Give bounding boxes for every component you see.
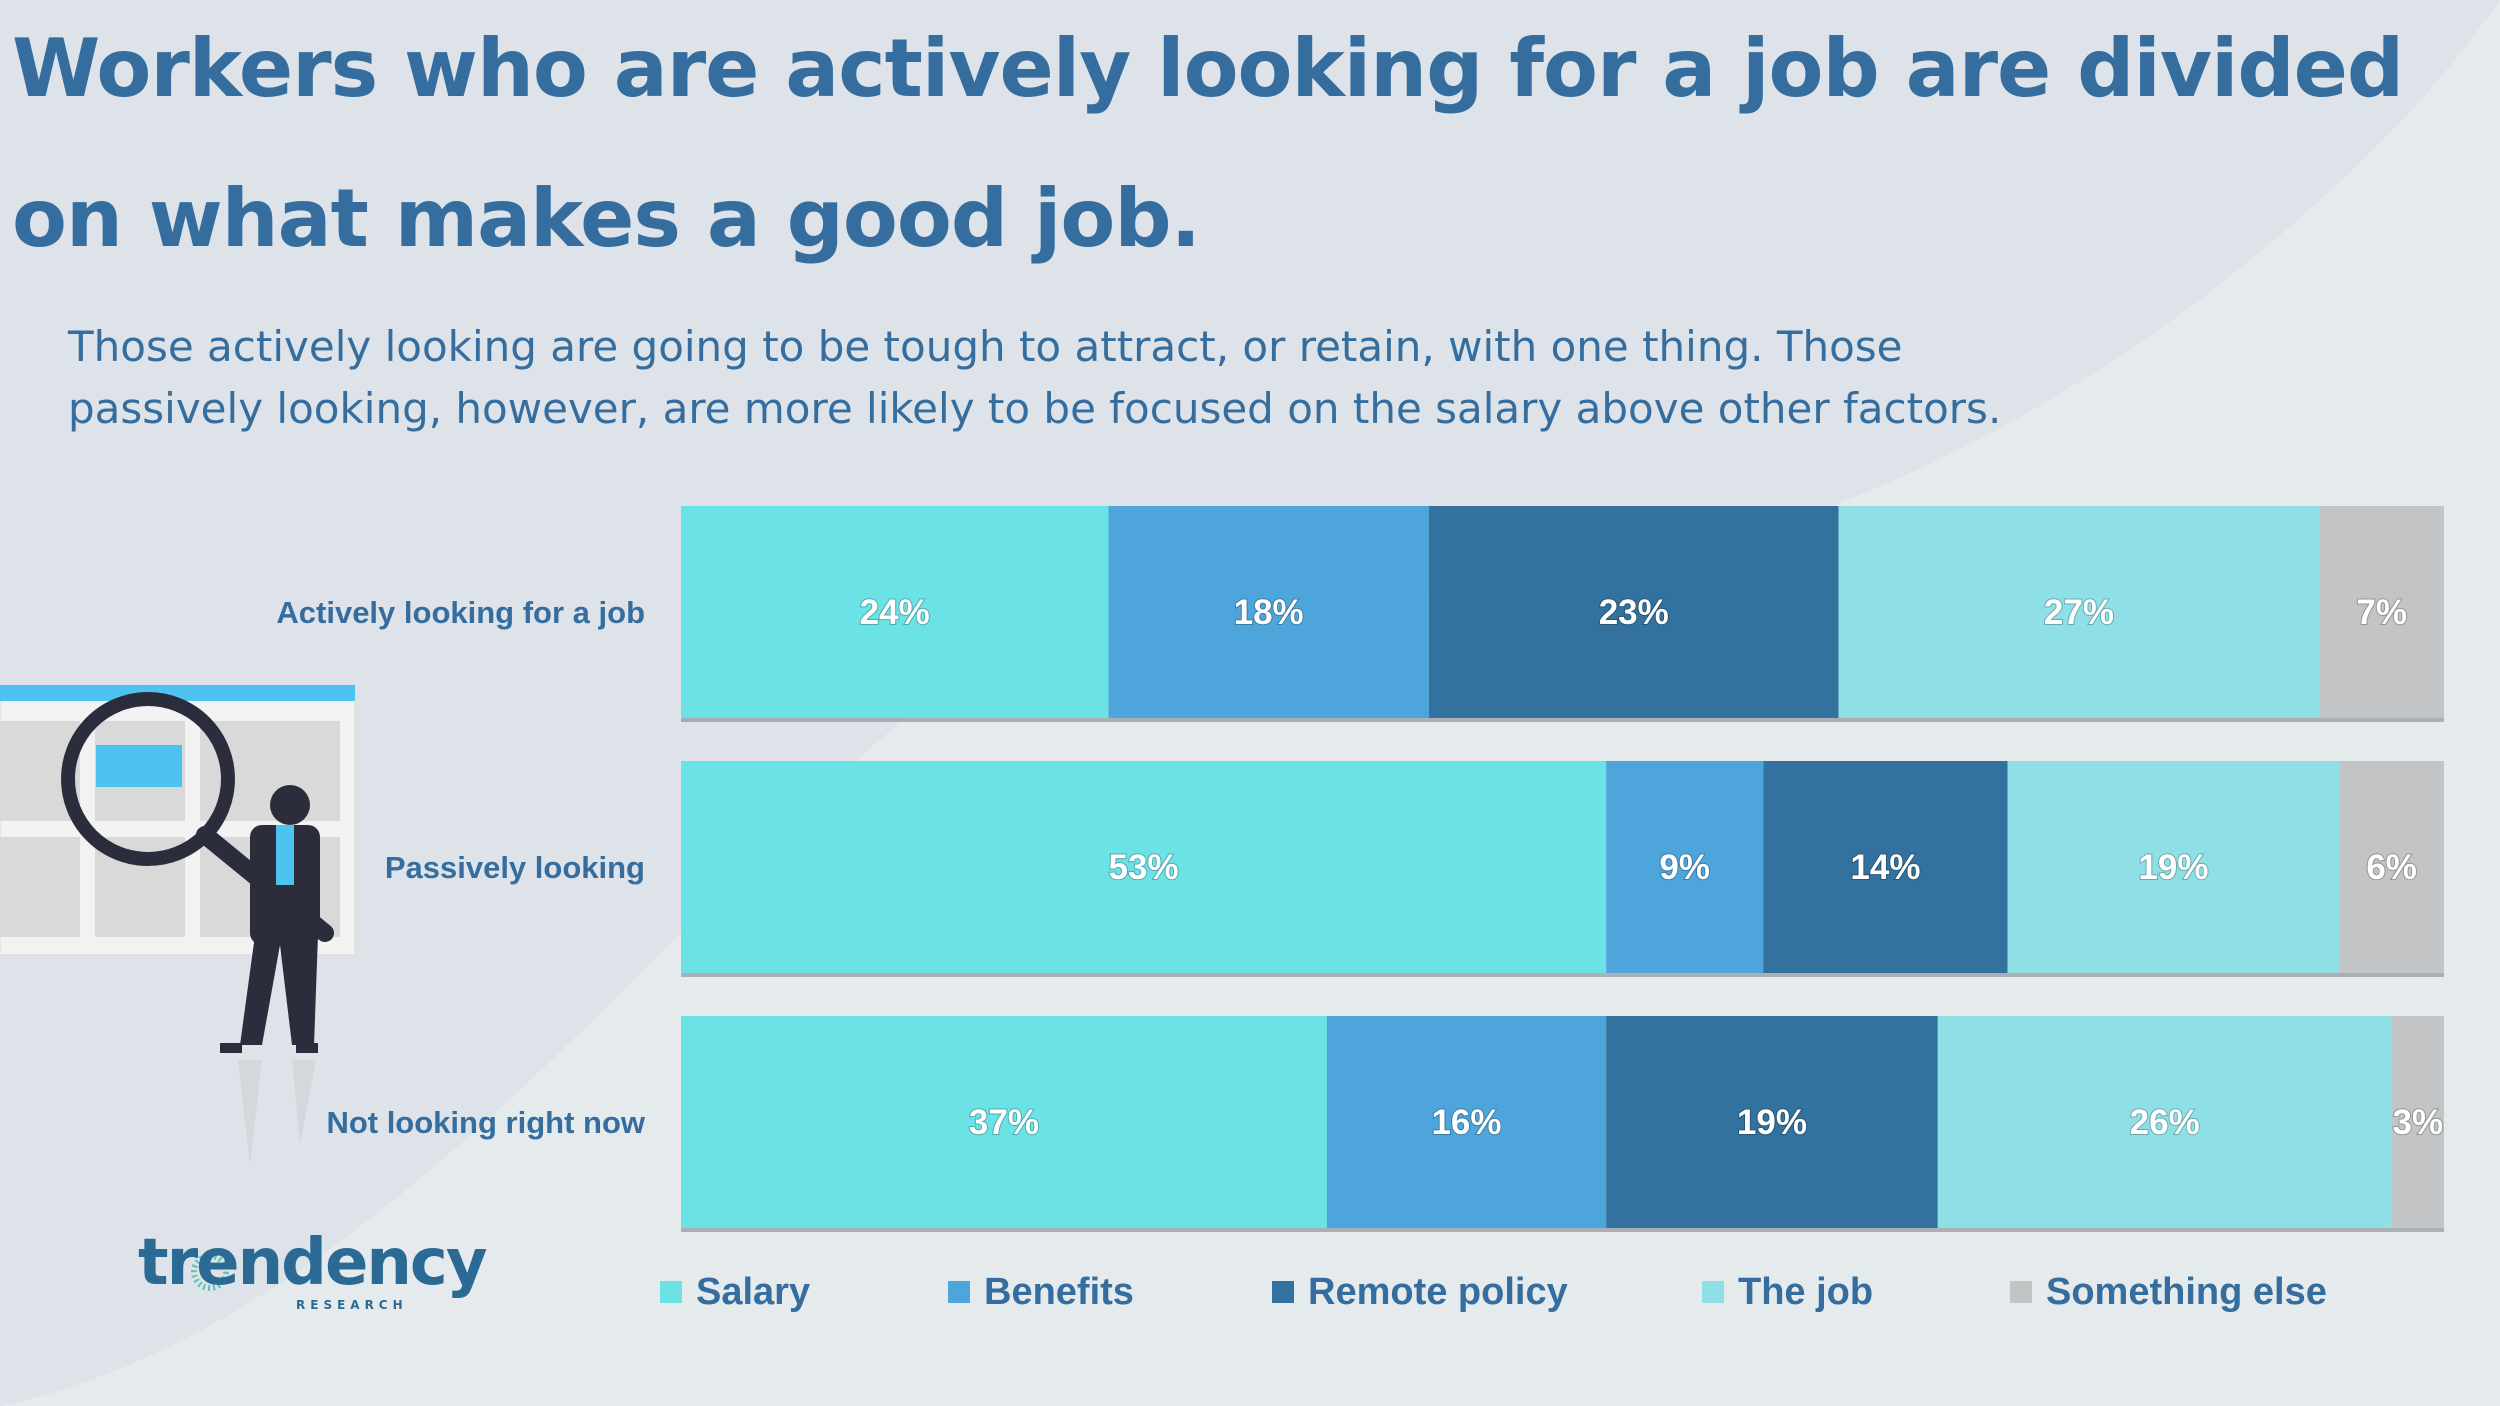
legend-item-remote: Remote policy (1272, 1262, 1568, 1322)
legend-item-salary: Salary (660, 1262, 810, 1322)
page-title: Workers who are actively looking for a j… (12, 22, 2404, 265)
logo-wordmark: trendency (138, 1226, 488, 1300)
data-label: 53% (1109, 848, 1179, 887)
data-label: 16% (1431, 1103, 1501, 1142)
legend-label: Salary (696, 1270, 811, 1313)
data-label: 3% (2393, 1103, 2444, 1142)
bar-segment-salary (681, 761, 1607, 973)
legend-swatch (2010, 1281, 2032, 1303)
bar-segment-salary (681, 1016, 1327, 1228)
category-label: Actively looking for a job (276, 595, 645, 630)
legend-swatch (948, 1281, 970, 1303)
legend-label: The job (1738, 1270, 1874, 1313)
category-label: Passively looking (385, 850, 645, 885)
data-label: 9% (1659, 848, 1710, 887)
data-label: 19% (2138, 848, 2208, 887)
bar-segment-else (2339, 761, 2444, 973)
bar-shadow (681, 973, 2444, 977)
bar-segment-thejob (2007, 761, 2340, 973)
bar-segment-benefits (1108, 506, 1429, 718)
bar-segment-else (2319, 506, 2444, 718)
category-label: Not looking right now (326, 1105, 645, 1140)
data-label: 27% (2044, 593, 2114, 632)
bar-segment-benefits (1326, 1016, 1607, 1228)
data-label: 18% (1234, 593, 1304, 632)
data-label: 7% (2356, 593, 2407, 632)
bar-segment-thejob (1937, 1016, 2392, 1228)
bar-segment-thejob (1838, 506, 2320, 718)
logo-mark-icon (191, 1253, 229, 1291)
legend-swatch (1272, 1281, 1294, 1303)
legend-swatch (1702, 1281, 1724, 1303)
legend-item-else: Something else (2010, 1262, 2327, 1322)
data-label: 26% (2130, 1103, 2200, 1142)
logo-subtext: RESEARCH (296, 1298, 408, 1312)
legend-item-benefits: Benefits (948, 1262, 1134, 1322)
data-label: 6% (2366, 848, 2417, 887)
legend-label: Something else (2046, 1270, 2327, 1313)
bar-segment-remote (1606, 1016, 1938, 1228)
legend-label: Benefits (984, 1270, 1134, 1313)
stacked-bar-chart: Actively looking for a job 24% 18% 23% 27% 7%… (276, 506, 2444, 1232)
bar-segment-salary (681, 506, 1109, 718)
bar-segment-remote (1763, 761, 2008, 973)
legend-item-thejob: The job (1702, 1262, 1873, 1322)
trendency-logo: trendency RESEARCH (138, 1226, 488, 1312)
data-label: 37% (969, 1103, 1039, 1142)
legend-label: Remote policy (1308, 1270, 1568, 1313)
bar-segment-benefits (1606, 761, 1764, 973)
bar-shadow (681, 1228, 2444, 1232)
bar-segment-else (2391, 1016, 2444, 1228)
legend-swatch (660, 1281, 682, 1303)
chart-legend: Salary Benefits Remote policy The job Someth… (660, 1262, 2460, 1322)
bar-segment-remote (1428, 506, 1839, 718)
data-label: 23% (1599, 593, 1669, 632)
bar-shadow (681, 718, 2444, 722)
data-label: 24% (860, 593, 930, 632)
job-search-illustration (0, 684, 356, 1165)
data-label: 19% (1737, 1103, 1807, 1142)
page-subtitle: Those actively looking are going to be t… (68, 322, 2002, 433)
data-label: 14% (1850, 848, 1920, 887)
